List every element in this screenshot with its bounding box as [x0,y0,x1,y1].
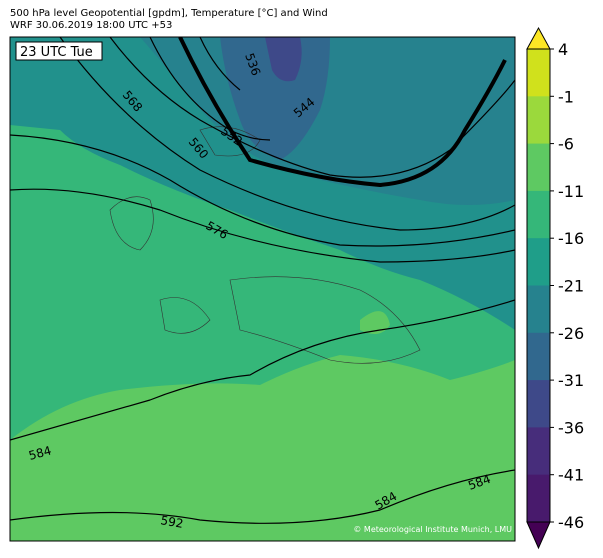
colorbar-band [527,190,550,239]
colorbar-label: -26 [558,324,584,343]
colorbar-label: -41 [558,466,584,485]
contour-thick [178,37,507,188]
contour-label: 584 [27,443,53,462]
colorbar-label: -31 [558,371,584,390]
colorbar-label: -46 [558,513,584,532]
temp-field [360,311,390,334]
header-line1: 500 hPa level Geopotential [gpdm], Tempe… [10,8,328,19]
contour [10,134,515,247]
header-line2: WRF 30.06.2019 18:00 UTC +53 [10,20,172,31]
colorbar-label: -16 [558,229,584,248]
time-box [15,41,103,61]
colorbar: 4 -1 -6 -11 -16 -21 -26 -31 -36 -41 -46 [526,26,584,550]
temp-field [265,37,302,82]
colorbar-cap [526,26,551,50]
colorbar-label: -11 [558,182,584,201]
colorbar-label: 4 [558,40,568,59]
map: 536 544 552 560 568 576 584 584 584 592 … [10,37,515,541]
colorbar-band [527,332,550,381]
coastline [109,126,421,364]
contour-label: 592 [159,513,184,531]
colorbar-band [527,474,550,523]
colorbar-label: -21 [558,277,584,296]
contour [59,37,515,231]
contour [149,37,271,141]
contour [10,188,515,263]
colorbar-band [527,143,550,192]
colorbar-band [527,238,550,286]
contour [199,37,241,91]
map-frame [9,36,516,542]
contour [10,469,515,524]
contour [109,37,515,178]
colorbar-band [527,96,550,145]
temp-field [10,355,515,541]
time-label: 23 UTC Tue [20,45,93,60]
credit: © Meteorological Institute Munich, LMU [353,525,512,534]
colorbar-band [527,285,550,334]
temp-field [220,37,330,160]
colorbar-band [527,49,550,97]
colorbar-band [527,380,550,428]
colorbar-label: -1 [558,87,574,106]
contour [10,299,515,441]
colorbar-band [527,427,550,476]
colorbar-cap [526,521,551,550]
colorbar-label: -6 [558,135,574,154]
colorbar-label: -36 [558,418,584,437]
